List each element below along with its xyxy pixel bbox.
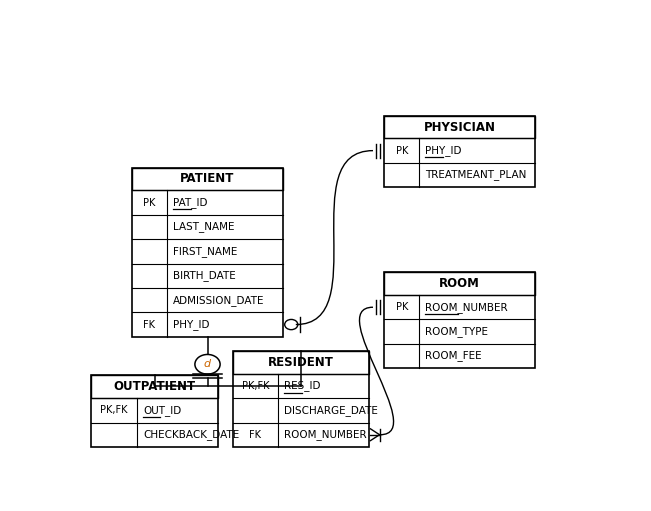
Bar (132, 168, 283, 191)
Bar (91, 375, 217, 447)
Bar (233, 351, 369, 447)
Text: PAT_ID: PAT_ID (173, 197, 208, 208)
Text: ROOM: ROOM (439, 277, 480, 290)
Bar (91, 375, 217, 398)
Text: PK: PK (396, 146, 408, 156)
Bar (132, 168, 283, 337)
Text: CHECKBACK_DATE: CHECKBACK_DATE (143, 429, 239, 440)
Text: FIRST_NAME: FIRST_NAME (173, 246, 238, 257)
Text: OUTPATIENT: OUTPATIENT (113, 380, 195, 393)
Text: PK,FK: PK,FK (242, 381, 269, 391)
Bar (384, 272, 535, 295)
Text: ROOM_FEE: ROOM_FEE (426, 351, 482, 361)
Text: PHYSICIAN: PHYSICIAN (424, 121, 496, 133)
Bar (233, 351, 369, 374)
Text: PHY_ID: PHY_ID (426, 145, 462, 156)
Text: DISCHARGE_DATE: DISCHARGE_DATE (284, 405, 378, 416)
Text: ROOM_NUMBER: ROOM_NUMBER (426, 302, 508, 313)
Text: PK,FK: PK,FK (100, 405, 128, 415)
Text: FK: FK (249, 430, 262, 440)
Text: ROOM_TYPE: ROOM_TYPE (426, 326, 488, 337)
Text: PHY_ID: PHY_ID (173, 319, 210, 330)
Text: PK: PK (143, 198, 156, 207)
Text: ROOM_NUMBER: ROOM_NUMBER (284, 429, 367, 440)
Text: RESIDENT: RESIDENT (268, 356, 334, 369)
Bar (384, 115, 535, 187)
Bar (384, 115, 535, 138)
Text: PATIENT: PATIENT (180, 173, 235, 185)
Text: FK: FK (143, 319, 156, 330)
Bar (384, 272, 535, 368)
Text: RES_ID: RES_ID (284, 381, 321, 391)
Text: PK: PK (396, 302, 408, 312)
Text: LAST_NAME: LAST_NAME (173, 221, 235, 233)
Text: TREATMEANT_PLAN: TREATMEANT_PLAN (426, 170, 527, 180)
Text: d: d (204, 359, 211, 369)
Text: BIRTH_DATE: BIRTH_DATE (173, 270, 236, 281)
Text: ADMISSION_DATE: ADMISSION_DATE (173, 295, 265, 306)
Text: OUT_ID: OUT_ID (143, 405, 181, 416)
